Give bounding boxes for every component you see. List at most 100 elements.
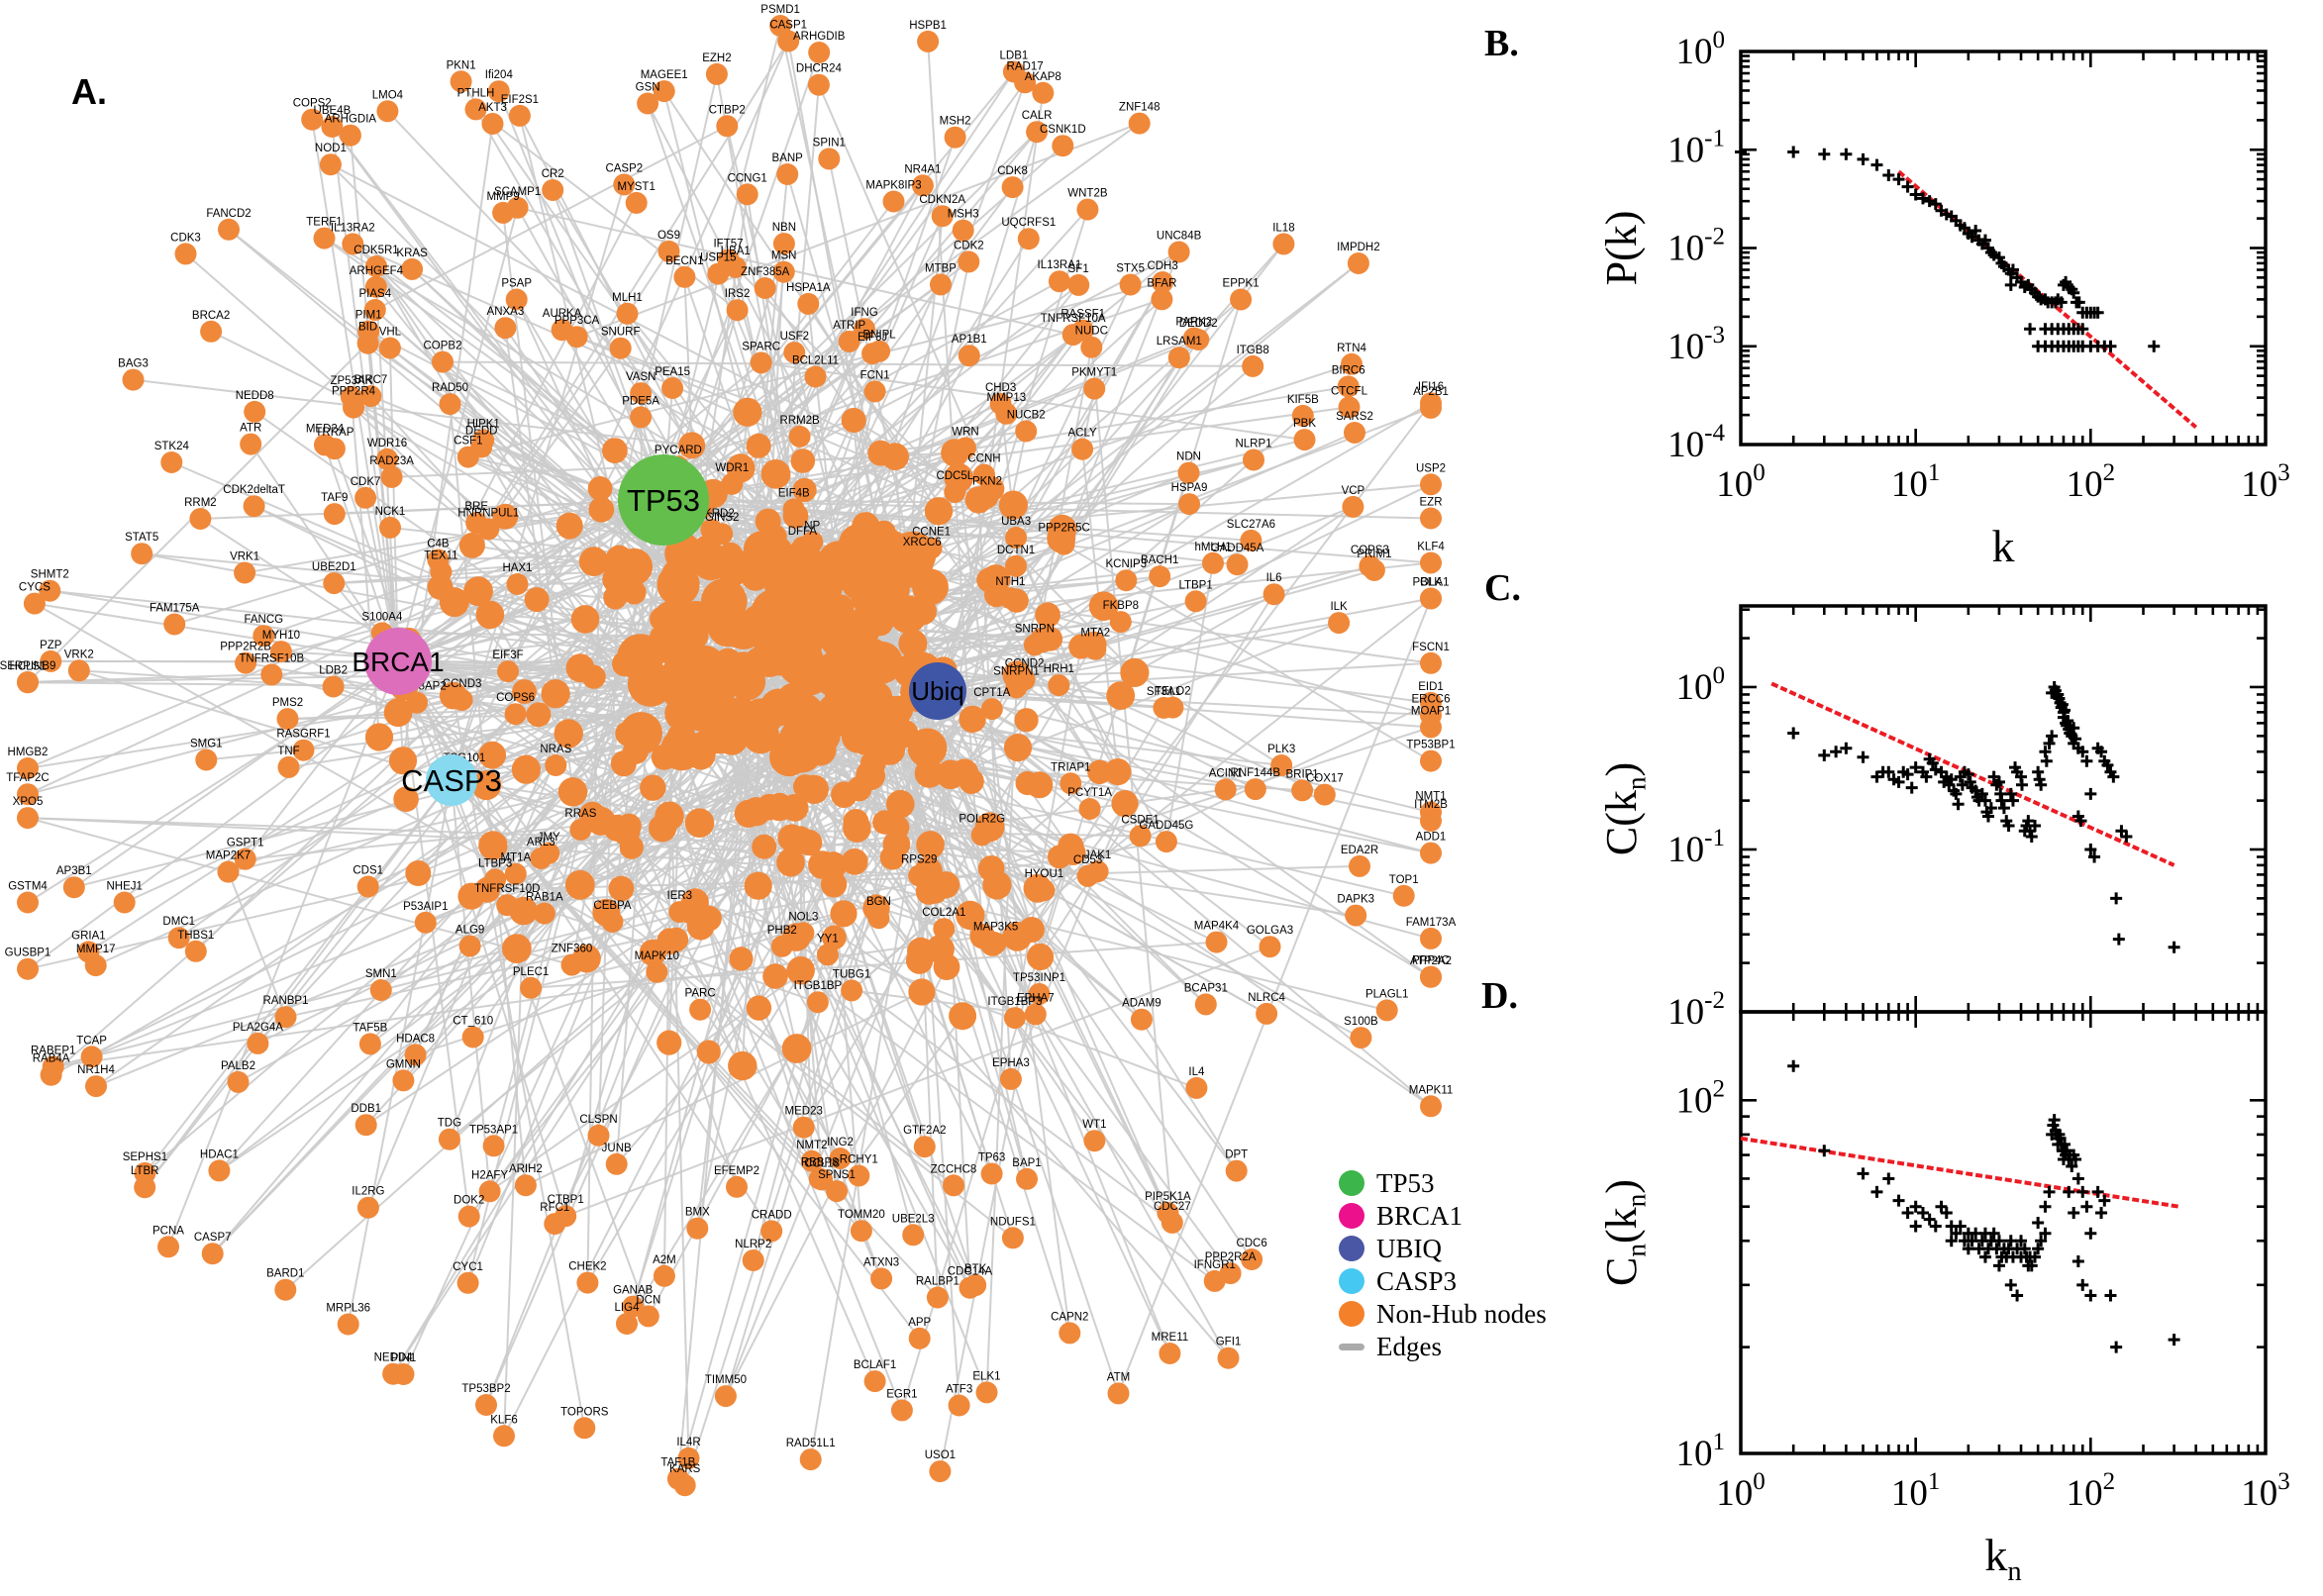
gene-label: ATP2A2 (1410, 955, 1452, 967)
gene-label: NLRP2 (735, 1239, 771, 1250)
gene-node (39, 579, 61, 602)
gene-node (944, 126, 966, 149)
gene-label: NTH1 (995, 576, 1025, 588)
gene-node (1185, 1076, 1208, 1099)
network-edge (694, 901, 842, 1159)
gene-label: BACH1 (1141, 554, 1178, 566)
gene-node (684, 670, 710, 695)
gene-label: PIP5K1A (1145, 1191, 1191, 1203)
gene-label: XRCC6 (903, 537, 942, 549)
gene-node (933, 918, 956, 941)
gene-label: RRM2B (779, 415, 820, 427)
gene-node (502, 934, 532, 963)
gene-node (662, 656, 691, 685)
data-point (2055, 296, 2068, 309)
data-points (1735, 146, 2161, 352)
gene-label: TNFRSF10A (1041, 313, 1106, 325)
y-tick-label: 10-2 (1667, 224, 1725, 269)
gene-node (958, 345, 980, 367)
data-point (2068, 1207, 2080, 1220)
data-point (1787, 1059, 1800, 1072)
gene-node (1115, 569, 1138, 592)
gene-label: CRADD (752, 1209, 792, 1221)
gene-label: UNC84B (1157, 231, 1202, 243)
gene-node (780, 794, 809, 822)
gene-label: ZP53AK (330, 375, 372, 387)
gene-node (508, 104, 531, 127)
gene-label: ELK1 (972, 1370, 1000, 1382)
data-point (2070, 733, 2082, 746)
data-point (2076, 1278, 2089, 1291)
x-tick-label: 102 (2067, 1468, 2116, 1514)
gene-node (908, 978, 936, 1006)
gene-label: FANCG (244, 614, 283, 626)
gene-node (1167, 241, 1190, 263)
gene-label: ING2 (827, 1137, 854, 1148)
data-point (2095, 746, 2108, 758)
network-edge (662, 90, 1119, 773)
network-edge (579, 884, 955, 1187)
panel-label-d: D. (1481, 975, 1518, 1017)
gene-label: BRIP1 (1285, 768, 1318, 780)
gene-node (189, 508, 212, 530)
gene-node (301, 108, 324, 131)
data-point (2112, 933, 2125, 946)
gene-node (274, 1006, 297, 1029)
gene-node (227, 1070, 250, 1093)
gene-label: HSPA9 (1171, 482, 1208, 494)
gene-label: MED24 (306, 423, 345, 435)
gene-label: WDR1 (715, 462, 749, 474)
gene-label: BFAR (1147, 277, 1176, 289)
gene-node (67, 659, 90, 682)
gene-node (364, 723, 394, 751)
gene-node (826, 644, 852, 669)
gene-label: LTBP1 (1178, 579, 1212, 591)
gene-node (822, 925, 847, 950)
gene-node (1203, 1269, 1226, 1292)
gene-label: BCAP31 (1184, 982, 1228, 994)
gene-node (493, 1425, 515, 1447)
gene-label: ZNF148 (1119, 102, 1161, 114)
gene-node (1178, 493, 1200, 516)
gene-label: MAP2K7 (206, 850, 251, 862)
network-edge (937, 690, 1271, 948)
gene-node (760, 1220, 783, 1243)
data-point (2004, 278, 2017, 291)
gene-node (970, 824, 993, 847)
gene-label: CR2 (542, 168, 564, 180)
gene-node (728, 1050, 758, 1081)
gene-label: DFFA (788, 526, 818, 538)
gene-node (1337, 375, 1360, 398)
gene-node (587, 476, 613, 501)
gene-node (1342, 495, 1364, 518)
gene-node (276, 708, 299, 731)
network-edge (898, 708, 1432, 822)
gene-label: IFT57 (713, 239, 743, 250)
gene-node (726, 299, 749, 322)
gene-label: SNRPN (1015, 623, 1055, 635)
network-edge (1039, 593, 1275, 958)
gene-node (569, 819, 592, 841)
gene-node (1153, 696, 1175, 719)
gene-node (530, 848, 553, 869)
gene-label: IFNGR1 (1194, 1259, 1236, 1271)
gene-label: ARHGDIA (325, 114, 377, 126)
axes-frame (1739, 50, 2268, 447)
gene-label: PZP (40, 640, 62, 651)
gene-node (1420, 927, 1442, 949)
network-edge (807, 238, 1030, 585)
gene-node (1259, 936, 1281, 958)
network-edge (366, 499, 664, 1209)
gene-label: ALG9 (455, 925, 484, 937)
gene-label: MED23 (785, 1106, 823, 1118)
gene-label: ITGB8 (1237, 345, 1269, 356)
gene-node (759, 688, 798, 727)
gene-node (848, 1164, 870, 1187)
data-point (1892, 173, 1905, 186)
gene-node (1420, 842, 1442, 864)
gene-node (958, 250, 980, 273)
gene-label: ZNF385A (741, 266, 790, 278)
data-point (1840, 742, 1853, 754)
gene-node (1087, 759, 1112, 785)
